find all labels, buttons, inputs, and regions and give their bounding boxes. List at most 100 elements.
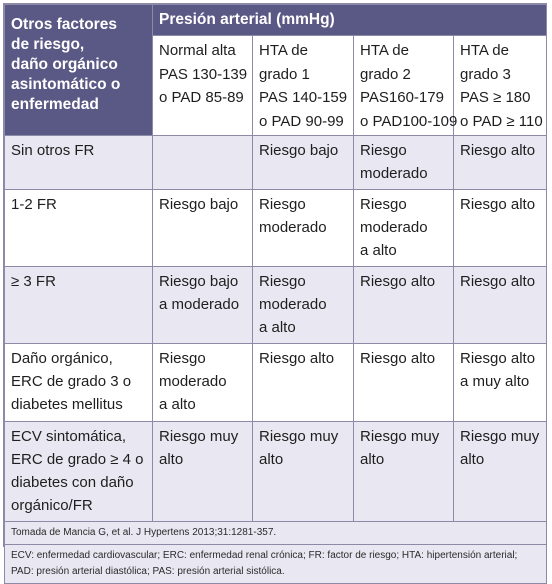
subheader-line: PAS160-179 bbox=[360, 89, 444, 106]
risk-cell-line: moderado bbox=[259, 296, 327, 313]
risk-cell: Riesgo muy alto bbox=[252, 421, 354, 522]
risk-cell-line: Riesgo alto bbox=[259, 350, 335, 367]
risk-cell: Riesgo alto bbox=[452, 135, 548, 190]
risk-cell-line: a moderado bbox=[159, 296, 240, 313]
subheader-line: PAS 140-159 bbox=[259, 89, 348, 106]
abbreviations-note: ECV: enfermedad cardiovascular; ERC: enf… bbox=[3, 544, 548, 584]
risk-cell-line: Riesgo bbox=[360, 196, 407, 213]
subheader-line: Normal alta bbox=[159, 42, 236, 59]
risk-cell: Riesgo muy alto bbox=[152, 421, 253, 522]
risk-cell: Riesgo bajo bbox=[252, 135, 354, 190]
corner-line: enfermedad bbox=[11, 96, 99, 113]
subheader-line: grado 2 bbox=[360, 65, 411, 83]
risk-cell: Riesgo alto bbox=[252, 343, 354, 422]
risk-cell: Riesgo moderado a alto bbox=[353, 189, 454, 267]
risk-cell-line: Riesgo alto bbox=[360, 350, 436, 367]
risk-cell-line: Riesgo bajo bbox=[159, 196, 239, 213]
risk-cell-line: Riesgo alto bbox=[460, 196, 536, 213]
risk-cell-line: Riesgo alto bbox=[360, 273, 436, 290]
row-label-line: ERC de grado ≥ 4 o bbox=[11, 451, 144, 468]
table-row: ≥ 3 FR Riesgo bajo a moderado Riesgo mod… bbox=[4, 266, 548, 344]
risk-cell-line: moderado bbox=[259, 219, 327, 236]
risk-table-frame: Otros factores de riesgo, daño orgánico … bbox=[3, 3, 548, 584]
corner-line: de riesgo, bbox=[11, 36, 85, 53]
corner-line: asintomático o bbox=[11, 76, 121, 93]
risk-table: Otros factores de riesgo, daño orgánico … bbox=[3, 4, 548, 584]
subheader-line: PAS 130-139 bbox=[159, 65, 248, 83]
abbreviations-text: ECV: enfermedad cardiovascular; ERC: enf… bbox=[11, 550, 518, 577]
risk-cell: Riesgo alto bbox=[353, 343, 454, 422]
risk-cell: Riesgo moderado a alto bbox=[252, 266, 354, 344]
row-label: ≥ 3 FR bbox=[4, 266, 153, 344]
subheader-hta-grado-3: HTA de grado 3 PAS ≥ 180 o PAD ≥ 110 bbox=[452, 35, 548, 136]
risk-cell-line: a alto bbox=[159, 396, 196, 413]
risk-cell: Riesgo moderado a alto bbox=[152, 343, 253, 422]
corner-line: Otros factores bbox=[11, 16, 117, 33]
risk-cell-line: Riesgo bbox=[259, 273, 306, 290]
risk-cell: Riesgo muy alto bbox=[353, 421, 454, 522]
table-row: ECV sintomática, ERC de grado ≥ 4 o diab… bbox=[4, 421, 548, 522]
risk-cell: Riesgo alto bbox=[452, 266, 548, 344]
subheader-line: o PAD ≥ 110 bbox=[460, 112, 543, 130]
row-label-line: orgánico/FR bbox=[11, 497, 93, 514]
row-label-line: diabetes mellitus bbox=[11, 396, 123, 413]
table-row: 1-2 FR Riesgo bajo Riesgo moderado Riesg… bbox=[4, 189, 548, 267]
risk-cell-line: Riesgo muy bbox=[360, 428, 440, 445]
risk-cell-line: moderado bbox=[360, 219, 428, 236]
corner-header: Otros factores de riesgo, daño orgánico … bbox=[4, 4, 153, 136]
presion-header: Presión arterial (mmHg) bbox=[151, 4, 548, 36]
subheader-line: HTA de bbox=[460, 42, 509, 59]
risk-cell-line: moderado bbox=[159, 373, 227, 390]
risk-cell-line: a muy alto bbox=[460, 373, 530, 390]
row-label-line: Daño orgánico, bbox=[11, 350, 113, 367]
risk-cell-line: moderado bbox=[360, 165, 428, 182]
risk-cell-line: Riesgo alto bbox=[460, 350, 536, 367]
risk-cell-line: Riesgo muy bbox=[460, 428, 540, 445]
risk-cell-line: alto bbox=[460, 451, 485, 468]
row-label: Sin otros FR bbox=[4, 135, 153, 190]
subheader-line: o PAD100-109 bbox=[360, 112, 458, 130]
row-label: 1-2 FR bbox=[4, 189, 153, 267]
row-label-line: ≥ 3 FR bbox=[11, 273, 56, 290]
risk-cell-line: a alto bbox=[259, 319, 296, 336]
risk-cell-line: Riesgo muy bbox=[259, 428, 339, 445]
row-label-line: ECV sintomática, bbox=[11, 428, 127, 445]
risk-cell-empty bbox=[152, 135, 253, 190]
subheader-line: grado 1 bbox=[259, 65, 310, 83]
risk-cell-line: Riesgo bbox=[360, 142, 407, 159]
row-label-line: Sin otros FR bbox=[11, 142, 95, 159]
risk-cell-line: Riesgo muy bbox=[159, 428, 239, 445]
risk-cell-line: Riesgo bbox=[259, 196, 306, 213]
risk-cell-line: Riesgo alto bbox=[460, 142, 536, 159]
risk-cell: Riesgo bajo a moderado bbox=[152, 266, 253, 344]
subheader-line: HTA de bbox=[360, 42, 409, 59]
subheader-line: PAS ≥ 180 bbox=[460, 89, 531, 106]
risk-cell-line: Riesgo alto bbox=[460, 273, 536, 290]
corner-line: daño orgánico bbox=[11, 56, 118, 73]
risk-cell-line: Riesgo bajo bbox=[159, 273, 239, 290]
subheader-line: o PAD 90-99 bbox=[259, 112, 344, 130]
subheader-hta-grado-1: HTA de grado 1 PAS 140-159 o PAD 90-99 bbox=[252, 35, 354, 136]
table-row: Daño orgánico, ERC de grado 3 o diabetes… bbox=[4, 343, 548, 422]
risk-cell-line: alto bbox=[360, 451, 385, 468]
subheader-line: o PAD 85-89 bbox=[159, 89, 244, 106]
row-label: ECV sintomática, ERC de grado ≥ 4 o diab… bbox=[4, 421, 153, 522]
risk-cell-line: alto bbox=[259, 451, 284, 468]
risk-cell: Riesgo moderado bbox=[353, 135, 454, 190]
risk-cell: Riesgo muy alto bbox=[452, 421, 548, 522]
row-label-line: diabetes con daño bbox=[11, 474, 134, 491]
subheader-normal-alta: Normal alta PAS 130-139 o PAD 85-89 bbox=[152, 35, 253, 136]
subheader-line: grado 3 bbox=[460, 65, 511, 83]
row-label-line: ERC de grado 3 o bbox=[11, 373, 132, 390]
source-citation: Tomada de Mancia G, et al. J Hypertens 2… bbox=[11, 527, 277, 538]
risk-cell: Riesgo bajo bbox=[152, 189, 253, 267]
subheader-hta-grado-2: HTA de grado 2 PAS160-179 o PAD100-109 bbox=[353, 35, 458, 136]
risk-cell-line: alto bbox=[159, 451, 184, 468]
row-label: Daño orgánico, ERC de grado 3 o diabetes… bbox=[4, 343, 153, 422]
risk-cell: Riesgo moderado bbox=[252, 189, 354, 267]
risk-cell-line: Riesgo bbox=[159, 350, 206, 367]
subheader-line: HTA de bbox=[259, 42, 308, 59]
table-row: Sin otros FR Riesgo bajo Riesgo moderado… bbox=[4, 135, 548, 190]
risk-cell: Riesgo alto a muy alto bbox=[452, 343, 548, 422]
risk-cell: Riesgo alto bbox=[452, 189, 548, 267]
